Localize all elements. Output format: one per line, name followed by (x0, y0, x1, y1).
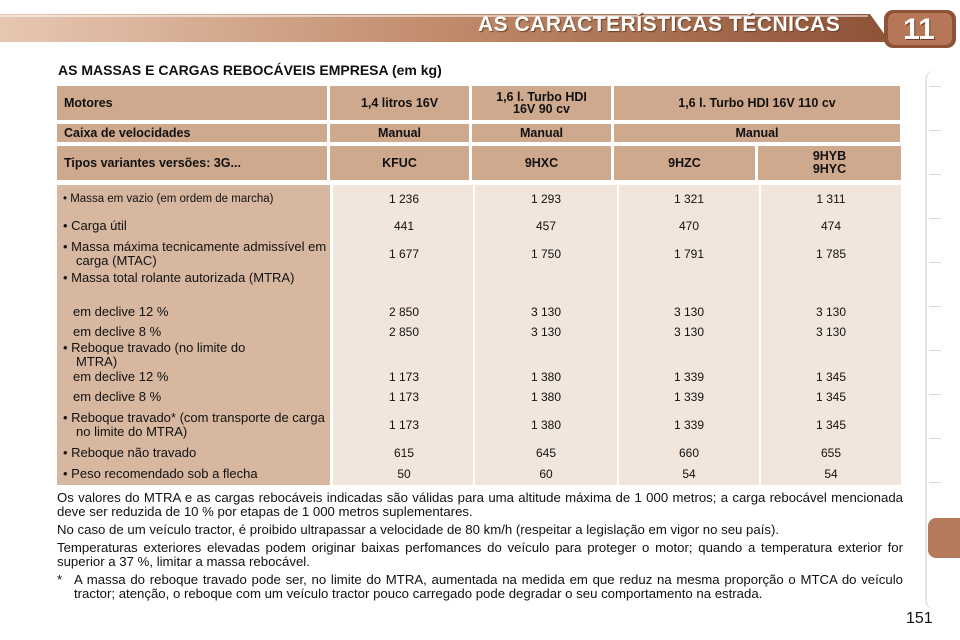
note-paragraph: Temperaturas exteriores elevadas podem o… (57, 540, 903, 569)
row-value: 1 339 (673, 390, 705, 404)
row-value: 1 791 (673, 247, 705, 261)
row-value: 50 (397, 467, 411, 481)
engine-col-3-4: 1,6 l. Turbo HDI 16V 110 cv (614, 86, 900, 120)
row-value: 3 130 (530, 325, 562, 339)
variant-col-4-line2: 9HYC (812, 162, 847, 176)
row-value: 2 850 (388, 305, 420, 319)
row-value: 470 (678, 219, 700, 233)
side-divider (929, 262, 941, 263)
variant-col-2: 9HXC (472, 146, 614, 180)
side-divider (929, 438, 941, 439)
row-value: 1 785 (815, 247, 847, 261)
side-divider (929, 394, 941, 395)
row-label: • Reboque travado (no limite do MTRA) (63, 340, 246, 369)
row-value: 615 (393, 446, 415, 460)
row-label: em declive 8 % (73, 324, 162, 339)
note-paragraph: Os valores do MTRA e as cargas rebocávei… (57, 490, 903, 519)
row-value: 1 173 (388, 370, 420, 384)
row-value: 54 (682, 467, 696, 481)
engine-col-2: 1,6 l. Turbo HDI 16V 90 cv (472, 86, 614, 120)
row-value: 60 (539, 467, 553, 481)
row-value: 1 380 (530, 390, 562, 404)
side-divider (929, 86, 941, 87)
row-value: 3 130 (673, 305, 705, 319)
row-value: 1 345 (815, 418, 847, 432)
gearbox-col-2: Manual (472, 124, 614, 142)
notes-section: Os valores do MTRA e as cargas rebocávei… (57, 491, 903, 601)
row-value: 1 677 (388, 247, 420, 261)
row-label: • Massa total rolante autorizada (MTRA) (63, 270, 295, 285)
row-label: • Reboque não travado (63, 445, 197, 460)
chapter-side-tab[interactable] (928, 518, 960, 558)
chapter-number-badge: 11 (903, 13, 935, 46)
row-value: 660 (678, 446, 700, 460)
page-number: 151 (906, 610, 933, 627)
row-value: 1 380 (530, 370, 562, 384)
table-header-gearbox: Caixa de velocidades Manual Manual Manua… (57, 124, 901, 142)
engine-col-1: 1,4 litros 16V (330, 86, 472, 120)
variant-col-3: 9HZC (614, 146, 758, 180)
side-divider (929, 306, 941, 307)
variant-col-1: KFUC (330, 146, 472, 180)
column-divider (759, 185, 761, 485)
side-tab-rail (925, 70, 937, 610)
row-label: • Massa máxima tecnicamente admissível e… (63, 239, 327, 268)
side-divider (929, 218, 941, 219)
footnote: * A massa do reboque travado pode ser, n… (57, 573, 903, 601)
table-body-label-column (57, 185, 330, 485)
side-divider (929, 174, 941, 175)
row-value: 1 345 (815, 390, 847, 404)
header-label-gearbox: Caixa de velocidades (57, 124, 330, 142)
row-label: • Reboque travado* (com transporte de ca… (63, 410, 325, 439)
row-value: 1 380 (530, 418, 562, 432)
variant-col-4: 9HYB 9HYC (758, 146, 901, 180)
column-divider (473, 185, 475, 485)
row-label: em declive 12 % (73, 304, 169, 319)
page-header-title: AS CARACTERÍSTICAS TÉCNICAS (478, 13, 841, 36)
footnote-symbol: * (57, 572, 63, 587)
row-value: 2 850 (388, 325, 420, 339)
row-label: em declive 8 % (73, 389, 162, 404)
column-divider (617, 185, 619, 485)
section-title: AS MASSAS E CARGAS REBOCÁVEIS EMPRESA (e… (58, 62, 442, 78)
row-value: 1 339 (673, 418, 705, 432)
row-value: 1 293 (530, 192, 562, 206)
gearbox-col-3-4: Manual (614, 124, 900, 142)
row-value: 457 (535, 219, 557, 233)
row-value: 474 (820, 219, 842, 233)
side-divider (929, 350, 941, 351)
row-label: em declive 12 % (73, 369, 169, 384)
row-value: 3 130 (815, 325, 847, 339)
variant-col-4-line1: 9HYB (812, 149, 847, 163)
row-value: 655 (820, 446, 842, 460)
row-value: 1 311 (816, 192, 846, 206)
header-band (0, 10, 956, 48)
row-value: 1 339 (673, 370, 705, 384)
side-divider (929, 130, 941, 131)
engine-col-2-text: 1,6 l. Turbo HDI 16V 90 cv (496, 90, 587, 116)
header-label-variants: Tipos variantes versões: 3G... (57, 146, 330, 180)
row-value: 1 173 (388, 390, 420, 404)
gearbox-col-1: Manual (330, 124, 472, 142)
table-header-variants: Tipos variantes versões: 3G... KFUC 9HXC… (57, 146, 901, 180)
row-value: 3 130 (530, 305, 562, 319)
row-value: 1 750 (530, 247, 562, 261)
row-label: • Carga útil (63, 218, 127, 233)
row-value: 645 (535, 446, 557, 460)
note-paragraph: No caso de um veículo tractor, é proibid… (57, 522, 780, 537)
row-value: 3 130 (673, 325, 705, 339)
row-value: 1 236 (388, 192, 420, 206)
row-value: 1 321 (673, 192, 705, 206)
row-label: • Massa em vazio (em ordem de marcha) (63, 193, 274, 205)
row-value: 54 (824, 467, 838, 481)
header-label-engines: Motores (57, 86, 330, 120)
table-header-engines: Motores 1,4 litros 16V 1,6 l. Turbo HDI … (57, 86, 901, 120)
row-value: 441 (393, 219, 415, 233)
row-value: 1 345 (815, 370, 847, 384)
footnote-text: A massa do reboque travado pode ser, no … (74, 572, 903, 601)
side-divider (929, 482, 941, 483)
row-value: 1 173 (388, 418, 420, 432)
row-label: • Peso recomendado sob a flecha (63, 466, 258, 481)
row-value: 3 130 (815, 305, 847, 319)
